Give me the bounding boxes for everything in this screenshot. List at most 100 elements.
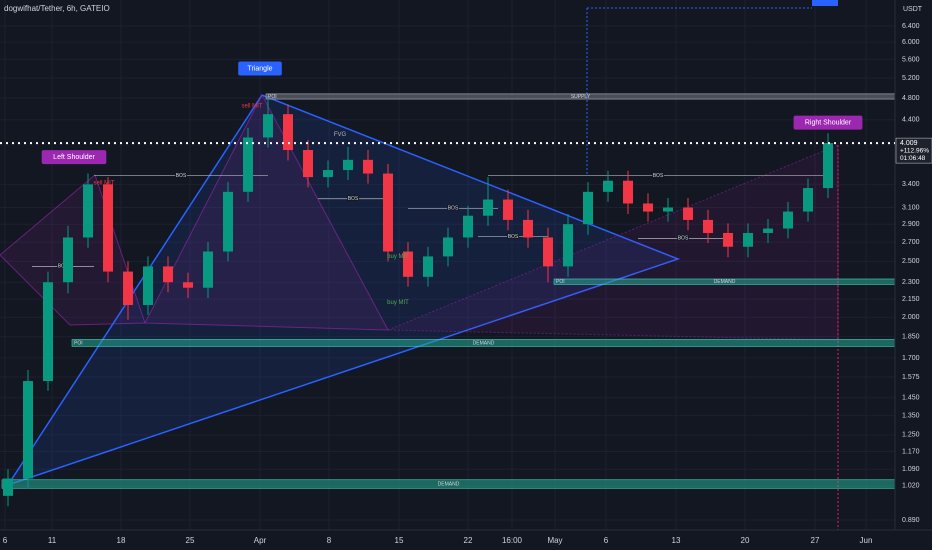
annotation: Left Shoulder xyxy=(53,154,95,161)
x-tick-label: 22 xyxy=(464,536,473,545)
candle-body xyxy=(43,282,53,382)
zone-label: DEMAND xyxy=(438,481,460,487)
last-price: 4.009 xyxy=(900,140,918,147)
candle-body xyxy=(463,215,473,238)
annotation: sell MIT xyxy=(242,104,263,110)
bos-label: BOS xyxy=(448,206,459,212)
x-tick-label: 20 xyxy=(741,536,750,545)
candle-body xyxy=(63,237,73,283)
x-tick-label: 16:00 xyxy=(502,536,523,545)
y-tick-label: 2.900 xyxy=(902,221,920,228)
candle-body xyxy=(83,184,93,238)
annotations: Triangle Left Shoulder Right Shoulder FVG se… xyxy=(41,61,863,306)
bos-label: BOS xyxy=(508,234,519,240)
candle-body xyxy=(263,114,273,138)
bos-label: BOS xyxy=(653,173,664,179)
currency: USDT xyxy=(903,6,923,13)
candle-body xyxy=(103,184,113,272)
zone-label: DEMAND xyxy=(473,340,495,346)
y-tick-label: 1.170 xyxy=(902,448,920,455)
candle-body xyxy=(423,256,433,277)
candle-body xyxy=(743,232,753,247)
y-tick-label: 2.500 xyxy=(902,258,920,265)
annotation: buy MIT xyxy=(387,254,409,260)
candle-body xyxy=(323,170,333,178)
zone-poi: POI xyxy=(556,279,565,285)
candle-body xyxy=(703,219,713,233)
candle-body xyxy=(23,381,33,479)
candle-body xyxy=(283,114,293,151)
y-tick-label: 6.400 xyxy=(902,23,920,30)
y-tick-label: 2.700 xyxy=(902,239,920,246)
y-tick-label: 5.600 xyxy=(902,56,920,63)
x-tick-label: 15 xyxy=(395,536,404,545)
candle-body xyxy=(583,191,593,225)
bar-countdown: 01:06:48 xyxy=(900,155,926,162)
annotation-box xyxy=(41,150,107,165)
candle-body xyxy=(603,180,613,192)
target-box xyxy=(812,0,838,6)
candle-body xyxy=(563,224,573,267)
candle-body xyxy=(483,199,493,216)
zone-label: DEMAND xyxy=(714,279,736,285)
candles xyxy=(3,98,833,507)
annotation: Right Shoulder xyxy=(805,120,852,127)
x-tick-label: Jun xyxy=(860,536,873,545)
candle-body xyxy=(623,180,633,204)
y-tick-label: 2.150 xyxy=(902,296,920,303)
candle-body xyxy=(363,159,373,174)
zone-poi: POI xyxy=(74,340,83,346)
candle-body xyxy=(303,150,313,178)
bos-label: BOS xyxy=(176,173,187,179)
candle-body xyxy=(143,266,153,306)
candle-body xyxy=(643,203,653,212)
candle-body xyxy=(223,191,233,252)
candle-body xyxy=(343,159,353,171)
y-tick-label: 3.400 xyxy=(902,181,920,188)
annotation-box xyxy=(238,61,282,76)
x-tick-label: 8 xyxy=(327,536,332,545)
candle-body xyxy=(823,143,833,189)
y-tick-label: 2.300 xyxy=(902,279,920,286)
candle-body xyxy=(183,282,193,288)
annotation: Triangle xyxy=(247,65,272,72)
candle-body xyxy=(543,237,553,267)
candle-body xyxy=(163,266,173,283)
x-tick-label: 6 xyxy=(3,536,8,545)
symbol-header: dogwifhat/Tether, 6h, GATEIO xyxy=(4,4,110,13)
y-tick-label: 1.090 xyxy=(902,466,920,473)
candle-body xyxy=(763,228,773,233)
annotation: sell MIT xyxy=(94,180,115,186)
triangle-shape xyxy=(6,94,681,487)
y-tick-label: 1.850 xyxy=(902,334,920,341)
price-axis xyxy=(895,0,932,550)
annotation-box xyxy=(793,115,863,130)
zone-poi: POI xyxy=(268,94,277,100)
candle-body xyxy=(503,199,513,220)
candle-body xyxy=(403,251,413,277)
y-tick-label: 2.000 xyxy=(902,314,920,321)
y-tick-label: 3.100 xyxy=(902,204,920,211)
candle-body xyxy=(523,219,533,238)
x-tick-label: 27 xyxy=(811,536,820,545)
candle-body xyxy=(803,188,813,212)
y-tick-label: 1.020 xyxy=(902,483,920,490)
y-tick-label: 1.575 xyxy=(902,374,920,381)
candle-body xyxy=(443,237,453,257)
y-tick-label: 5.200 xyxy=(902,75,920,82)
candle-body xyxy=(683,207,693,220)
last-price-badge xyxy=(895,137,932,164)
candle-body xyxy=(123,271,133,306)
axes: 6.400 6.000 5.600 5.200 4.800 4.400 3.400 3.100… xyxy=(3,23,920,545)
zone-label: SUPPLY xyxy=(571,94,591,100)
x-tick-label: 13 xyxy=(672,536,681,545)
bos-label: BOS xyxy=(348,196,359,202)
y-tick-label: 1.450 xyxy=(902,395,920,402)
x-tick-label: 18 xyxy=(117,536,126,545)
candle-body xyxy=(243,137,253,192)
candle-body xyxy=(383,173,393,252)
y-tick-label: 4.800 xyxy=(902,95,920,102)
x-tick-label: Apr xyxy=(254,536,267,545)
